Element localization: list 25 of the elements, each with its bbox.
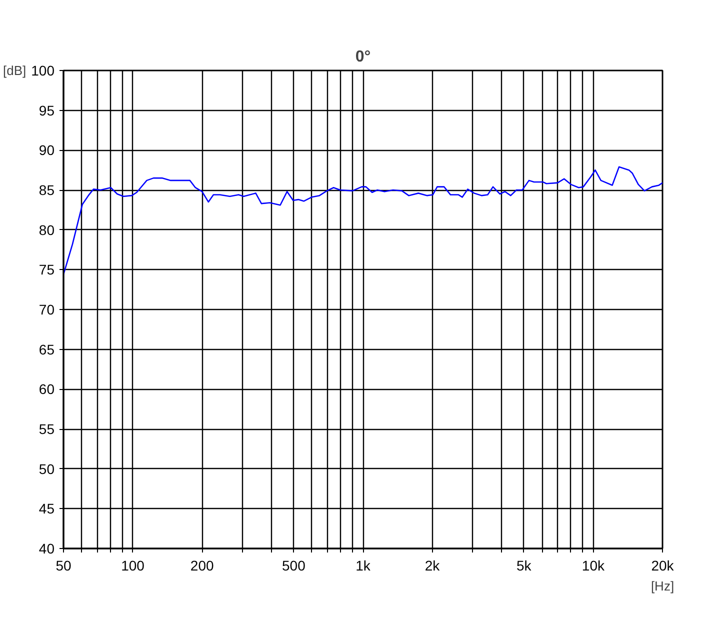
y-tick-label: 65 bbox=[38, 341, 55, 358]
y-tick-label: 55 bbox=[38, 421, 55, 437]
y-tick-label: 100 bbox=[31, 62, 55, 78]
y-tick-label: 45 bbox=[38, 500, 55, 517]
y-tick-label: 80 bbox=[38, 222, 55, 238]
chart-title: 0° bbox=[355, 48, 371, 66]
x-tick-label: 5k bbox=[516, 558, 532, 574]
x-tick-label: 10k bbox=[582, 558, 606, 574]
x-tick-label: 50 bbox=[56, 558, 72, 574]
y-tick-label: 50 bbox=[38, 460, 55, 477]
x-tick-label: 200 bbox=[190, 558, 214, 574]
y-tick-label: 60 bbox=[38, 381, 55, 398]
x-tick-label: 100 bbox=[121, 558, 145, 574]
x-tick-label: 500 bbox=[282, 558, 306, 574]
y-tick-label: 70 bbox=[38, 302, 55, 318]
y-tick-label: 95 bbox=[38, 102, 55, 118]
y-tick-label: 85 bbox=[38, 182, 55, 198]
x-tick-label: 20k bbox=[651, 558, 675, 574]
x-tick-label: 2k bbox=[424, 558, 441, 574]
y-tick-label: 40 bbox=[38, 540, 55, 556]
y-tick-label: 90 bbox=[38, 142, 55, 158]
x-tick-label: 1k bbox=[356, 558, 372, 574]
y-tick-label: 75 bbox=[38, 262, 55, 278]
x-axis-title: [Hz] bbox=[650, 578, 674, 594]
y-axis-title: [dB] bbox=[3, 63, 26, 78]
